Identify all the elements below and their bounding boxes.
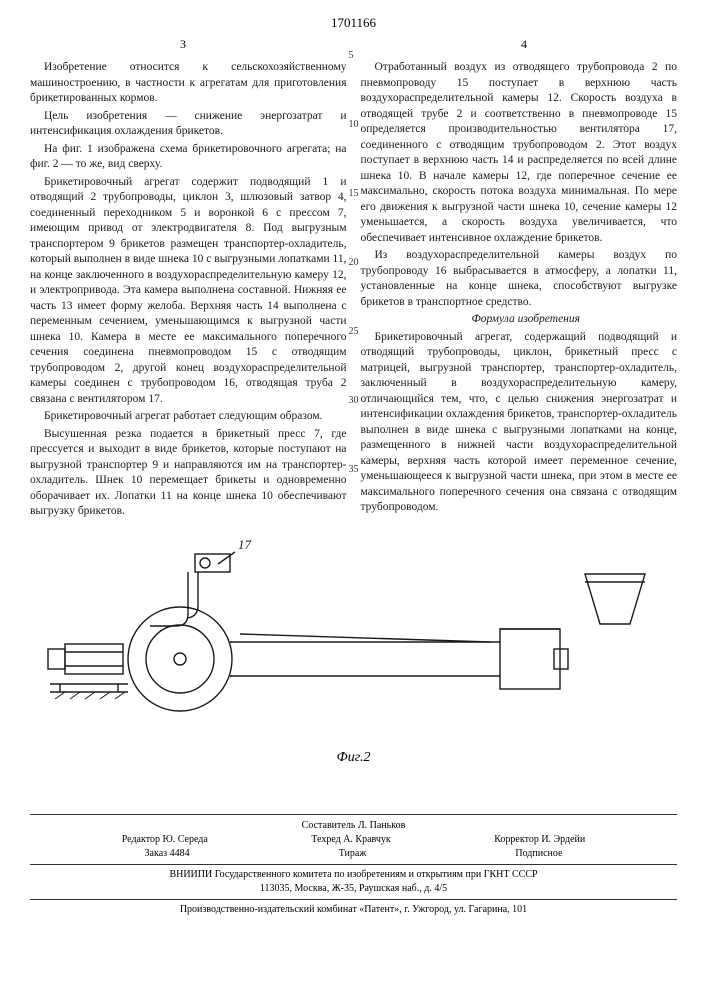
right-column: Отработанный воздух из отводящего трубоп… — [361, 60, 678, 522]
org-line-1: ВНИИПИ Государственного комитета по изоб… — [30, 868, 677, 882]
paragraph: Цель изобретения — снижение энергозатрат… — [30, 109, 347, 140]
patent-number: 1701166 — [30, 15, 677, 31]
addr-line-1: 113035, Москва, Ж-35, Раушская наб., д. … — [30, 882, 677, 896]
paragraph: Брикетировочный агрегат работает следующ… — [30, 409, 347, 425]
line-marker: 30 — [349, 395, 359, 406]
line-marker: 35 — [349, 464, 359, 475]
paragraph: Изобретение относится к сельскохозяйстве… — [30, 60, 347, 107]
print-row: Заказ 4484 Тираж Подписное — [30, 847, 677, 865]
left-col-num: 3 — [180, 37, 186, 52]
line-marker: 5 — [349, 50, 359, 61]
paragraph: Из воздухораспределительной камеры возду… — [361, 248, 678, 310]
imprint-footer: Составитель Л. Паньков Редактор Ю. Серед… — [30, 814, 677, 917]
paragraph: На фиг. 1 изображена схема брикетировочн… — [30, 142, 347, 173]
part-label-17: 17 — [238, 537, 252, 552]
line-marker: 20 — [349, 257, 359, 268]
tech-editor: Техред А. Кравчук — [311, 833, 391, 847]
figure-svg: 17 — [30, 534, 677, 764]
line-marker: 10 — [349, 119, 359, 130]
left-column: Изобретение относится к сельскохозяйстве… — [30, 60, 347, 522]
paragraph: Высушенная резка подается в брикетный пр… — [30, 427, 347, 520]
line-marker: 25 — [349, 326, 359, 337]
order-number: Заказ 4484 — [145, 847, 190, 861]
org-line-2: Производственно-издательский комбинат «П… — [30, 899, 677, 917]
claims-title: Формула изобретения — [361, 312, 678, 328]
line-marker: 15 — [349, 188, 359, 199]
line-number-markers: 5 10 15 20 25 30 35 — [349, 50, 359, 475]
right-col-num: 4 — [521, 37, 527, 52]
claim-paragraph: Брикетировочный агрегат, содержащий подв… — [361, 330, 678, 516]
subscription: Подписное — [515, 847, 562, 861]
credits-row: Редактор Ю. Середа Техред А. Кравчук Кор… — [30, 833, 677, 847]
circulation: Тираж — [339, 847, 367, 861]
corrector: Корректор И. Эрдейи — [494, 833, 585, 847]
compiler-line: Составитель Л. Паньков — [30, 819, 677, 833]
paragraph: Брикетировочный агрегат содержит подводя… — [30, 175, 347, 408]
patent-page: 1701166 3 4 5 10 15 20 25 30 35 Изобрете… — [0, 0, 707, 1000]
editor: Редактор Ю. Середа — [122, 833, 208, 847]
figure-2: 17 — [30, 534, 677, 814]
figure-caption: Фиг.2 — [336, 750, 370, 766]
paragraph: Отработанный воздух из отводящего трубоп… — [361, 60, 678, 246]
